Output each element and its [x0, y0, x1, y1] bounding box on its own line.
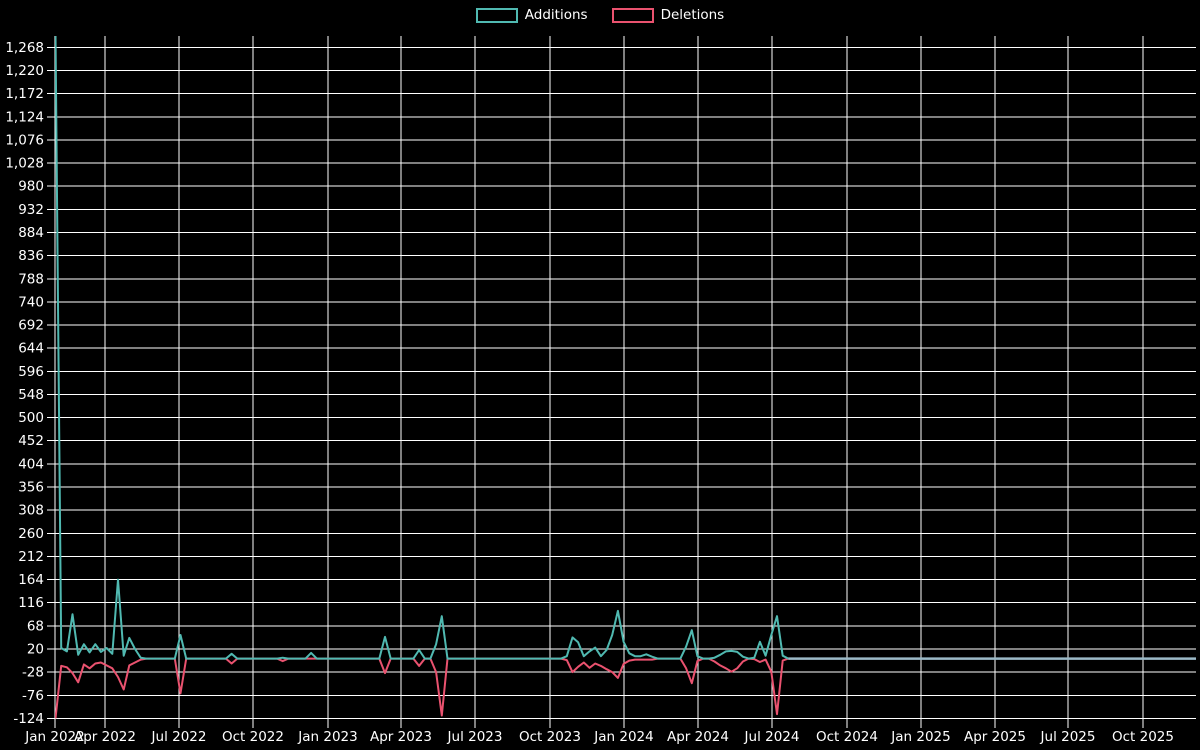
y-axis-tick-label: 1,124	[5, 109, 44, 125]
chart-series	[55, 36, 1196, 719]
y-axis-tick-label: 404	[18, 456, 44, 472]
legend-label-deletions: Deletions	[660, 6, 725, 23]
y-axis-tick-label: 308	[18, 503, 44, 519]
y-axis-tick-label: 644	[18, 341, 44, 357]
y-axis-tick-label: 356	[18, 480, 44, 496]
y-axis-tick-label: 1,076	[5, 132, 44, 148]
x-axis-tick-label: Jan 2023	[297, 729, 357, 745]
x-axis-tick-label: Oct 2023	[519, 729, 581, 745]
y-axis-tick-label: 836	[18, 248, 44, 264]
x-axis-tick-label: Apr 2022	[74, 729, 136, 745]
additions-swatch	[475, 8, 518, 23]
y-axis-tick-label: 260	[18, 526, 44, 542]
y-axis-tick-label: -76	[22, 688, 44, 704]
y-axis-tick-label: 548	[18, 387, 44, 403]
x-axis-tick-label: Oct 2025	[1112, 729, 1174, 745]
legend-label-additions: Additions	[524, 6, 588, 23]
y-axis-tick-label: 740	[18, 294, 44, 310]
y-axis-tick-label: 1,172	[5, 86, 44, 102]
x-axis-tick-label: Jul 2023	[447, 729, 503, 745]
y-axis-tick-label: 884	[18, 225, 44, 241]
y-axis: -124 -76 -28 20 68 116 164 212 260 308 356 404 452 50…	[5, 40, 44, 727]
y-axis-tick-label: 980	[18, 179, 44, 195]
chart-legend: Additions Deletions	[0, 8, 1200, 23]
y-axis-tick-label: -124	[13, 711, 44, 727]
y-axis-tick-label: 1,268	[5, 40, 44, 56]
chart-gridlines	[47, 36, 1196, 728]
y-axis-tick-label: 212	[18, 549, 44, 565]
x-axis-tick-label: Oct 2024	[816, 729, 878, 745]
y-axis-tick-label: 20	[27, 642, 44, 658]
deletions-line	[55, 657, 789, 719]
x-axis-tick-label: Jan 2025	[890, 729, 950, 745]
x-axis-tick-label: Jul 2024	[744, 729, 800, 745]
x-axis-tick-label: Jan 2024	[593, 729, 653, 745]
y-axis-tick-label: 116	[18, 595, 44, 611]
y-axis-tick-label: 788	[18, 271, 44, 287]
y-axis-tick-label: 692	[18, 318, 44, 334]
y-axis-tick-label: -28	[22, 665, 44, 681]
x-axis-tick-label: Jul 2025	[1040, 729, 1096, 745]
y-axis-tick-label: 1,220	[5, 63, 44, 79]
y-axis-tick-label: 164	[18, 572, 44, 588]
x-axis-tick-label: Jul 2022	[151, 729, 207, 745]
deletions-swatch	[611, 8, 654, 23]
y-axis-tick-label: 1,028	[5, 156, 44, 172]
x-axis-tick-label: Jan 2022	[24, 729, 84, 745]
x-axis-tick-label: Apr 2025	[964, 729, 1026, 745]
x-axis-tick-label: Apr 2023	[370, 729, 432, 745]
y-axis-tick-label: 500	[18, 410, 44, 426]
legend-item-additions[interactable]: Additions	[475, 6, 588, 23]
legend-item-deletions[interactable]: Deletions	[611, 6, 725, 23]
x-axis-tick-label: Oct 2022	[222, 729, 284, 745]
y-axis-tick-label: 452	[18, 433, 44, 449]
y-axis-tick-label: 68	[27, 618, 44, 634]
x-axis-tick-label: Apr 2024	[667, 729, 729, 745]
additions-line	[55, 36, 789, 660]
y-axis-tick-label: 932	[18, 202, 44, 218]
y-axis-tick-label: 596	[18, 364, 44, 380]
